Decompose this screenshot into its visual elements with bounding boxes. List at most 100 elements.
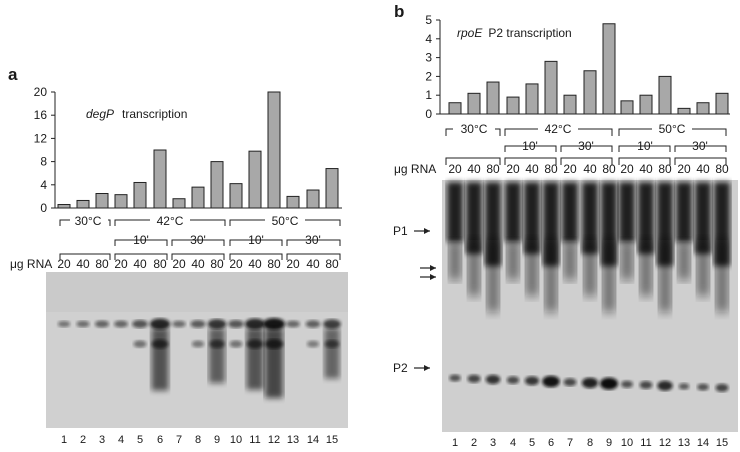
arrow-mid-1-head [430,265,436,271]
panel-b-bar [677,107,691,115]
panel-a-ytick-label: 4 [40,178,47,192]
panel-a-bar [306,189,320,209]
rna-amount-a: 20 [114,257,128,271]
panel-a-bar [286,195,300,209]
lane-number-b: 11 [640,437,651,449]
panel-b-ytick-label: 0 [425,107,432,121]
lane-number-a: 6 [157,434,163,446]
time-label-a-3: 10' [248,233,264,247]
rna-amount-a: 40 [191,257,205,271]
lane-number-b: 6 [548,437,554,449]
rna-amount-b: 80 [544,162,558,176]
gel-a-band-upper [76,320,90,328]
panel-b-gel [442,180,738,432]
lane-number-b: 14 [697,437,709,449]
gel-b-p1-smear [466,182,482,254]
bracket-b-rna-3 [560,157,613,165]
rna-amount-b: 40 [583,162,597,176]
rna-amount-a: 20 [229,257,243,271]
gel-a-band-upper [228,319,244,329]
gel-b-trail [487,240,499,312]
panel-b-ytick-label: 4 [425,32,432,46]
gel-b-trail [640,240,652,296]
rna-amount-a: 40 [248,257,262,271]
time-label-b-1: 10' [522,139,538,153]
time-label-a-2: 30' [190,233,206,247]
bracket-a-50-30 [286,239,341,246]
panel-b-bar [583,70,597,115]
panel-b-bar [525,83,539,115]
gel-a-band-lower [306,340,320,348]
bracket-b-50-10 [618,145,671,152]
panel-a-ytick-label: 8 [40,155,47,169]
bracket-b-42-10 [504,145,557,152]
temp-label-a-50: 50°C [272,214,299,228]
gel-b-p2-band [621,380,633,388]
bracket-a-42-10 [114,239,168,246]
lane-number-a: 11 [249,434,260,446]
panel-a-bar [114,194,128,209]
panel-b-ytick-label: 1 [425,88,432,102]
gel-a-smear [265,328,283,398]
rna-amount-a: 20 [172,257,186,271]
panel-a-brackets [59,219,341,260]
panel-a-bar [229,183,243,209]
panel-a-letter: a [8,65,18,84]
gel-b-p2-band [485,374,501,385]
gel-b-trail [468,240,480,296]
rna-amount-a: 80 [210,257,224,271]
bracket-b-rna-1 [445,157,501,165]
gel-a-band-upper [207,319,227,329]
panel-a-title-gene: degP [86,107,114,121]
panel-a-chart: 0 4 8 12 16 20 degP transcription [34,85,342,215]
bracket-a-rna-5 [286,253,341,260]
time-label-a-1: 10' [133,233,149,247]
lane-number-a: 7 [176,434,182,446]
gel-b-p2-band [715,383,729,392]
gel-b-p2-band [563,378,577,387]
lane-number-a: 1 [61,434,67,446]
panel-a-ytick-label: 12 [34,131,48,145]
lane-number-a: 13 [287,434,299,446]
panel-b-bar [620,100,634,115]
lane-number-b: 10 [621,437,633,449]
bracket-a-rna-2 [114,253,168,260]
rna-amount-b: 80 [486,162,500,176]
gel-b-p2-band [678,383,690,390]
panel-b-bar [696,102,710,115]
gel-a-band-upper [244,318,266,330]
panel-a-bar [95,193,109,209]
lane-number-b: 15 [716,437,728,449]
gel-a-band-lower [191,340,205,348]
lane-number-a: 12 [268,434,280,446]
rna-amount-b: 20 [563,162,577,176]
temp-label-b-42: 42°C [545,122,572,136]
time-label-a-4: 30' [305,233,321,247]
bracket-b-42-30 [560,145,613,152]
lane-number-a: 4 [118,434,124,446]
gel-b-p1-smear [524,182,540,254]
gel-b-trail [564,240,576,280]
temp-label-b-30: 30°C [461,122,488,136]
gel-b-p2-band [506,376,520,384]
bracket-b-rna-2 [504,157,557,165]
lane-number-a: 14 [307,434,319,446]
gel-b-trail [697,240,709,296]
panel-b-bar [602,23,616,115]
gel-b-p2-band [600,377,618,390]
lane-number-a: 5 [137,434,143,446]
lane-number-b: 5 [529,437,535,449]
bracket-a-rna-1 [59,253,111,260]
lane-number-a: 8 [195,434,201,446]
temp-label-a-30: 30°C [75,214,102,228]
panel-a-bar [172,198,186,209]
gel-b-p1-smear [638,182,654,254]
time-label-b-3: 10' [637,139,653,153]
band-label-p1: P1 [393,224,408,238]
gel-b-p1-smear [619,182,635,242]
lane-number-a: 9 [214,434,220,446]
gel-a-band-lower [229,340,243,348]
panel-a-bar [191,186,205,209]
gel-b-p2-band [581,377,599,389]
lane-number-a: 3 [99,434,105,446]
